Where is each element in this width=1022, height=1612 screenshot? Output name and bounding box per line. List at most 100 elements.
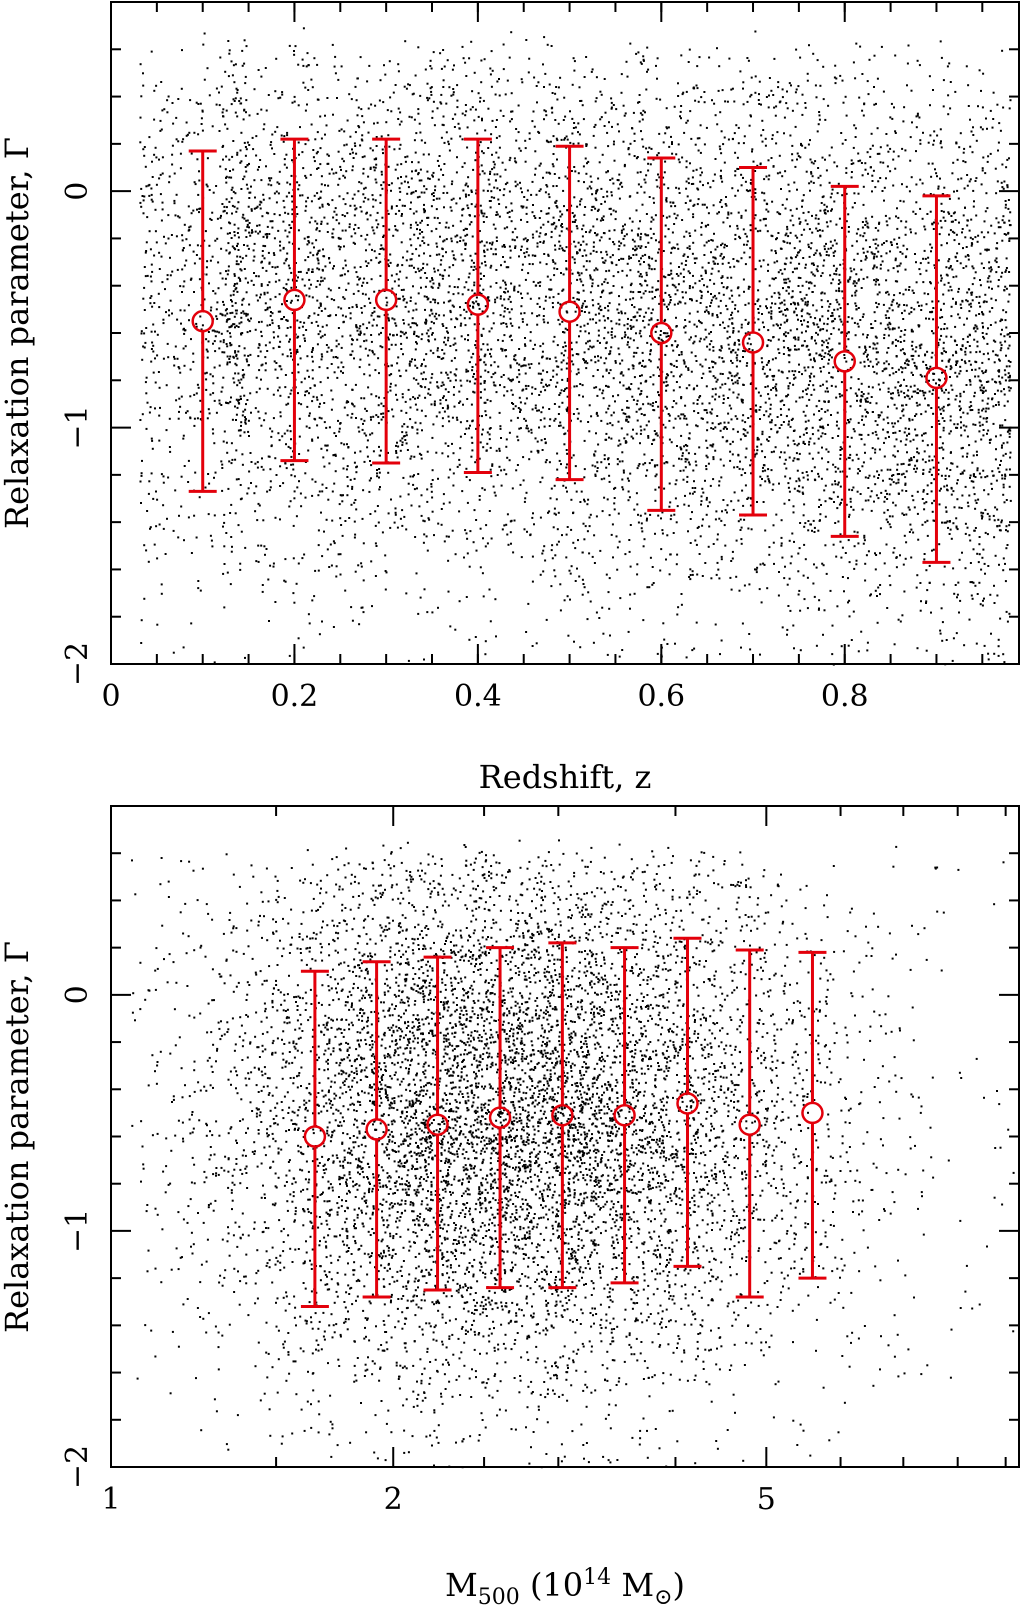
scatter-point [984, 389, 987, 392]
scatter-point [620, 229, 623, 232]
scatter-point [470, 40, 473, 43]
scatter-point [792, 624, 795, 627]
scatter-point [360, 210, 363, 213]
scatter-point [235, 355, 238, 358]
scatter-point [768, 553, 771, 556]
scatter-point [932, 548, 935, 551]
scatter-point [971, 283, 974, 286]
scatter-point [424, 396, 427, 399]
scatter-point [536, 409, 539, 412]
scatter-point [515, 469, 518, 472]
scatter-point [836, 483, 839, 486]
scatter-point [440, 67, 443, 70]
scatter-point [292, 524, 295, 527]
scatter-point [922, 394, 925, 397]
scatter-point [727, 213, 730, 216]
scatter-point [359, 450, 362, 453]
scatter-point [676, 345, 678, 348]
scatter-point [448, 420, 451, 423]
scatter-point [375, 324, 378, 327]
scatter-point [311, 400, 314, 403]
scatter-point [624, 223, 626, 226]
scatter-point [283, 135, 286, 138]
scatter-point [523, 312, 526, 315]
scatter-point [438, 314, 441, 317]
scatter-point [508, 245, 511, 248]
scatter-point [965, 369, 968, 372]
scatter-point [956, 423, 959, 426]
scatter-point [935, 172, 938, 175]
scatter-point [683, 235, 686, 238]
scatter-point [321, 490, 324, 493]
scatter-point [179, 309, 182, 312]
scatter-point [907, 506, 910, 509]
scatter-point [526, 240, 529, 243]
scatter-point [995, 261, 998, 264]
scatter-point [270, 141, 273, 144]
scatter-point [916, 490, 919, 493]
scatter-point [426, 500, 429, 503]
scatter-point [649, 349, 652, 352]
scatter-point [586, 187, 589, 190]
scatter-point [254, 462, 257, 465]
scatter-point [647, 436, 650, 439]
scatter-point [789, 134, 792, 137]
scatter-point [397, 118, 400, 120]
scatter-point [749, 189, 751, 192]
scatter-point [1009, 451, 1012, 454]
scatter-point [803, 366, 806, 369]
scatter-point [869, 401, 872, 404]
scatter-point [941, 389, 944, 392]
scatter-point [837, 182, 840, 185]
scatter-point [796, 158, 798, 161]
scatter-point [818, 599, 821, 602]
scatter-point [206, 350, 209, 353]
scatter-point [582, 302, 585, 305]
scatter-point [625, 233, 628, 236]
scatter-point [781, 272, 784, 275]
scatter-point [387, 512, 390, 515]
scatter-point [425, 319, 428, 322]
scatter-point [243, 312, 246, 315]
scatter-point [577, 371, 580, 374]
scatter-point [829, 349, 832, 352]
scatter-point [684, 202, 687, 204]
scatter-point [780, 424, 783, 426]
scatter-point [645, 213, 648, 215]
scatter-point [454, 379, 457, 382]
scatter-point [585, 367, 588, 370]
scatter-point [340, 307, 343, 310]
scatter-point [666, 284, 669, 287]
scatter-point [903, 378, 905, 381]
scatter-point [219, 340, 222, 343]
scatter-point [1005, 166, 1008, 169]
scatter-point [219, 272, 222, 275]
scatter-point [631, 127, 634, 130]
scatter-point [235, 260, 238, 263]
scatter-point [502, 279, 505, 282]
scatter-point [864, 398, 867, 401]
scatter-point [728, 57, 731, 60]
scatter-point [437, 522, 440, 525]
scatter-point [502, 68, 505, 71]
scatter-point [733, 466, 736, 469]
scatter-point [346, 119, 349, 122]
scatter-point [875, 280, 878, 283]
scatter-point [802, 476, 805, 479]
scatter-point [663, 487, 666, 490]
scatter-point [809, 437, 812, 440]
scatter-point [554, 554, 557, 557]
scatter-point [997, 401, 1000, 404]
scatter-point [740, 216, 743, 219]
scatter-point [877, 437, 880, 440]
scatter-point [355, 324, 358, 327]
scatter-point [499, 175, 502, 178]
scatter-point [978, 69, 981, 72]
scatter-point [447, 274, 450, 277]
scatter-point [582, 289, 585, 292]
scatter-point [869, 457, 872, 460]
scatter-point [242, 297, 245, 300]
scatter-point [218, 130, 221, 132]
scatter-point [263, 419, 266, 422]
scatter-point [395, 393, 397, 396]
